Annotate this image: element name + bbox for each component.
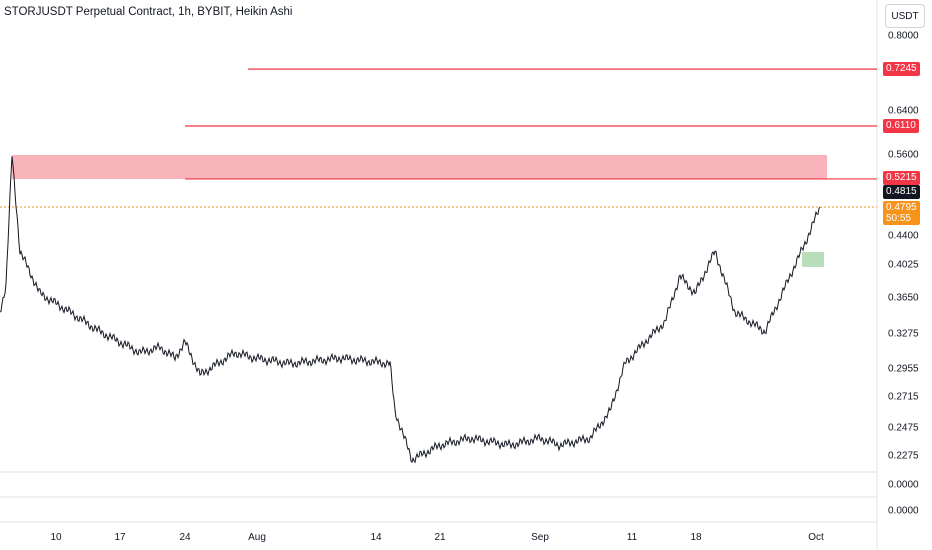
x-tick-label: 10 [50,532,62,543]
indicator-tick-label: 0.0000 [888,505,919,517]
current-price-tag: 0.4795 50:55 [883,201,920,225]
y-tick-label: 0.6400 [888,105,919,117]
x-tick-label: 21 [434,532,446,543]
y-tick-label: 0.2475 [888,422,919,434]
y-tick-label: 0.8000 [888,30,919,42]
x-tick-label: 14 [370,532,382,543]
x-tick-label: Aug [248,532,266,543]
price-tag-0.7245: 0.7245 [883,62,920,76]
y-tick-label: 0.3275 [888,328,919,340]
x-tick-label: 17 [114,532,126,543]
x-tick-label: Oct [808,532,824,543]
y-tick-label: 0.3650 [888,292,919,304]
y-tick-label: 0.4025 [888,259,919,271]
y-tick-label: 0.2715 [888,391,919,403]
x-tick-label: 24 [179,532,191,543]
price-tag-0.6110: 0.6110 [883,119,919,133]
supply-zone [12,155,827,179]
price-tag-0.5215: 0.5215 [883,171,920,185]
indicator-tick-label: 0.0000 [888,479,919,491]
x-tick-label: Sep [531,532,549,543]
high-price-tag: 0.4815 [883,185,920,199]
x-tick-label: 11 [626,532,638,543]
bar-countdown: 50:55 [886,213,912,224]
current-price-value: 0.4795 [886,202,917,213]
chart-title: STORJUSDT Perpetual Contract, 1h, BYBIT,… [4,6,293,18]
currency-selector[interactable]: USDT [885,4,925,28]
y-tick-label: 0.5600 [888,149,919,161]
y-tick-label: 0.2955 [888,363,919,375]
y-tick-label: 0.2275 [888,450,919,462]
x-tick-label: 18 [690,532,702,543]
highlight-box [802,252,824,267]
y-tick-label: 0.4400 [888,230,919,242]
price-series [0,156,821,464]
